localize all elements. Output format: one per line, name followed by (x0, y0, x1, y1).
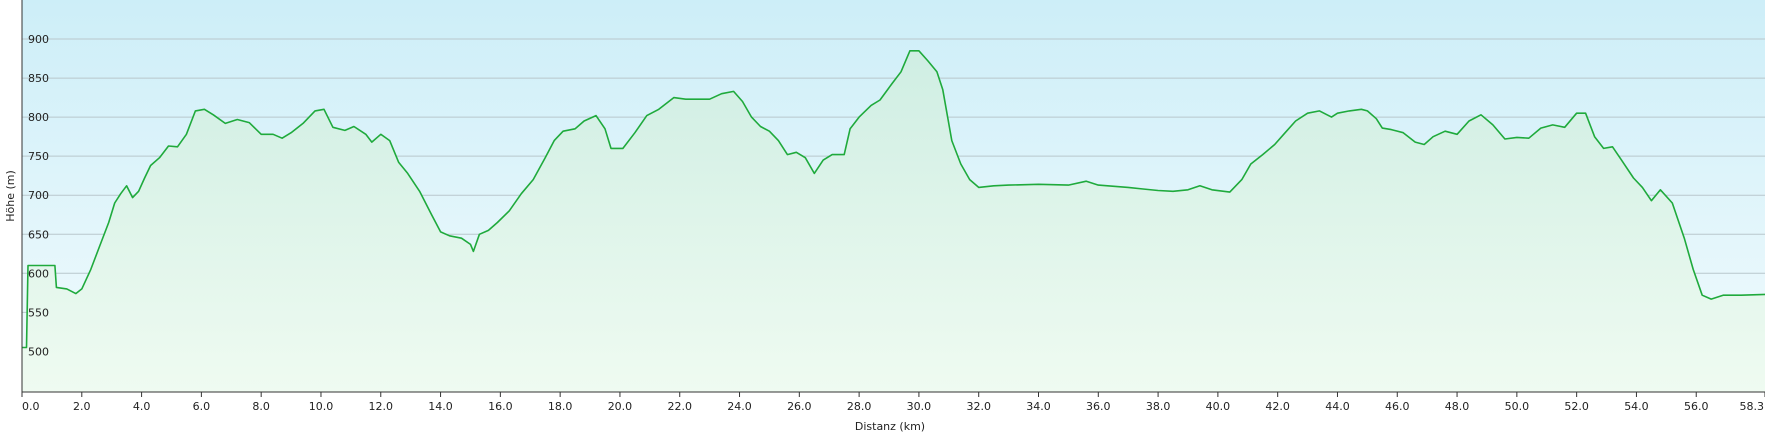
x-tick-label: 6.0 (193, 400, 211, 413)
x-tick-label: 36.0 (1086, 400, 1111, 413)
x-tick-label: 48.0 (1445, 400, 1470, 413)
y-tick-label: 800 (28, 111, 49, 124)
x-tick-label: 50.0 (1505, 400, 1530, 413)
x-tick-label: 46.0 (1385, 400, 1410, 413)
y-axis-label: Höhe (m) (4, 170, 17, 222)
x-tick-label: 40.0 (1206, 400, 1231, 413)
x-tick-label: 42.0 (1265, 400, 1290, 413)
x-axis-label: Distanz (km) (855, 420, 925, 433)
x-tick-labels: 0.0 2.0 4.0 6.0 8.0 10.0 12.0 14.0 16.0 18.0 20.0 2… (21, 392, 1765, 413)
x-tick-label: 52.0 (1564, 400, 1589, 413)
x-tick-label: 4.0 (133, 400, 151, 413)
elevation-area (22, 50, 1765, 393)
x-tick-label: 44.0 (1325, 400, 1350, 413)
x-tick-label: 12.0 (369, 400, 394, 413)
x-tick-label: 18.0 (548, 400, 573, 413)
x-tick-label: 0.0 (22, 400, 40, 413)
x-tick-label: 54.0 (1624, 400, 1649, 413)
x-tick-label: 26.0 (787, 400, 812, 413)
y-tick-label: 700 (28, 189, 49, 202)
x-tick-label: 16.0 (488, 400, 513, 413)
x-tick-label: 20.0 (608, 400, 633, 413)
x-tick-label: 58.3 (1740, 400, 1765, 413)
elevation-line (22, 50, 1765, 349)
x-tick-label: 22.0 (667, 400, 692, 413)
x-tick-label: 38.0 (1146, 400, 1171, 413)
y-tick-label: 900 (28, 33, 49, 46)
y-tick-label: 550 (28, 306, 49, 319)
y-tick-label: 750 (28, 150, 49, 163)
y-tick-label: 500 (28, 345, 49, 358)
y-tick-label: 600 (28, 267, 49, 280)
x-tick-label: 34.0 (1026, 400, 1051, 413)
y-tick-labels: 500 550 600 650 700 750 800 850 900 (28, 33, 49, 358)
x-tick-label: 10.0 (309, 400, 334, 413)
x-tick-label: 8.0 (252, 400, 270, 413)
x-tick-label: 32.0 (966, 400, 991, 413)
y-tick-label: 650 (28, 228, 49, 241)
x-tick-label: 56.0 (1684, 400, 1709, 413)
x-tick-label: 28.0 (847, 400, 872, 413)
x-tick-label: 24.0 (727, 400, 752, 413)
x-tick-label: 30.0 (907, 400, 932, 413)
x-tick-label: 14.0 (428, 400, 453, 413)
x-tick-label: 2.0 (73, 400, 91, 413)
y-tick-label: 850 (28, 72, 49, 85)
